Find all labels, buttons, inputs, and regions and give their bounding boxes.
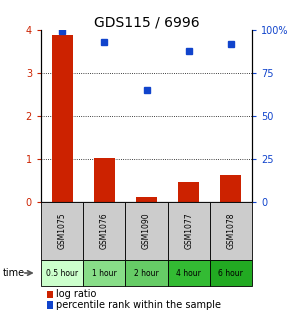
Bar bbox=[52, 35, 73, 202]
Bar bbox=[178, 182, 199, 202]
Text: log ratio: log ratio bbox=[56, 289, 96, 299]
Text: 4 hour: 4 hour bbox=[176, 268, 201, 278]
Text: GSM1078: GSM1078 bbox=[226, 213, 235, 249]
Text: GDS115 / 6996: GDS115 / 6996 bbox=[94, 15, 199, 29]
Text: GSM1090: GSM1090 bbox=[142, 213, 151, 249]
Text: 2 hour: 2 hour bbox=[134, 268, 159, 278]
Bar bbox=[136, 197, 157, 202]
Text: GSM1076: GSM1076 bbox=[100, 213, 109, 249]
Text: 0.5 hour: 0.5 hour bbox=[46, 268, 78, 278]
Text: 1 hour: 1 hour bbox=[92, 268, 117, 278]
Text: 6 hour: 6 hour bbox=[219, 268, 243, 278]
Bar bbox=[94, 158, 115, 202]
Text: time: time bbox=[3, 268, 25, 278]
Bar bbox=[220, 175, 241, 202]
Text: GSM1077: GSM1077 bbox=[184, 213, 193, 249]
Text: percentile rank within the sample: percentile rank within the sample bbox=[56, 300, 221, 310]
Text: GSM1075: GSM1075 bbox=[58, 213, 67, 249]
